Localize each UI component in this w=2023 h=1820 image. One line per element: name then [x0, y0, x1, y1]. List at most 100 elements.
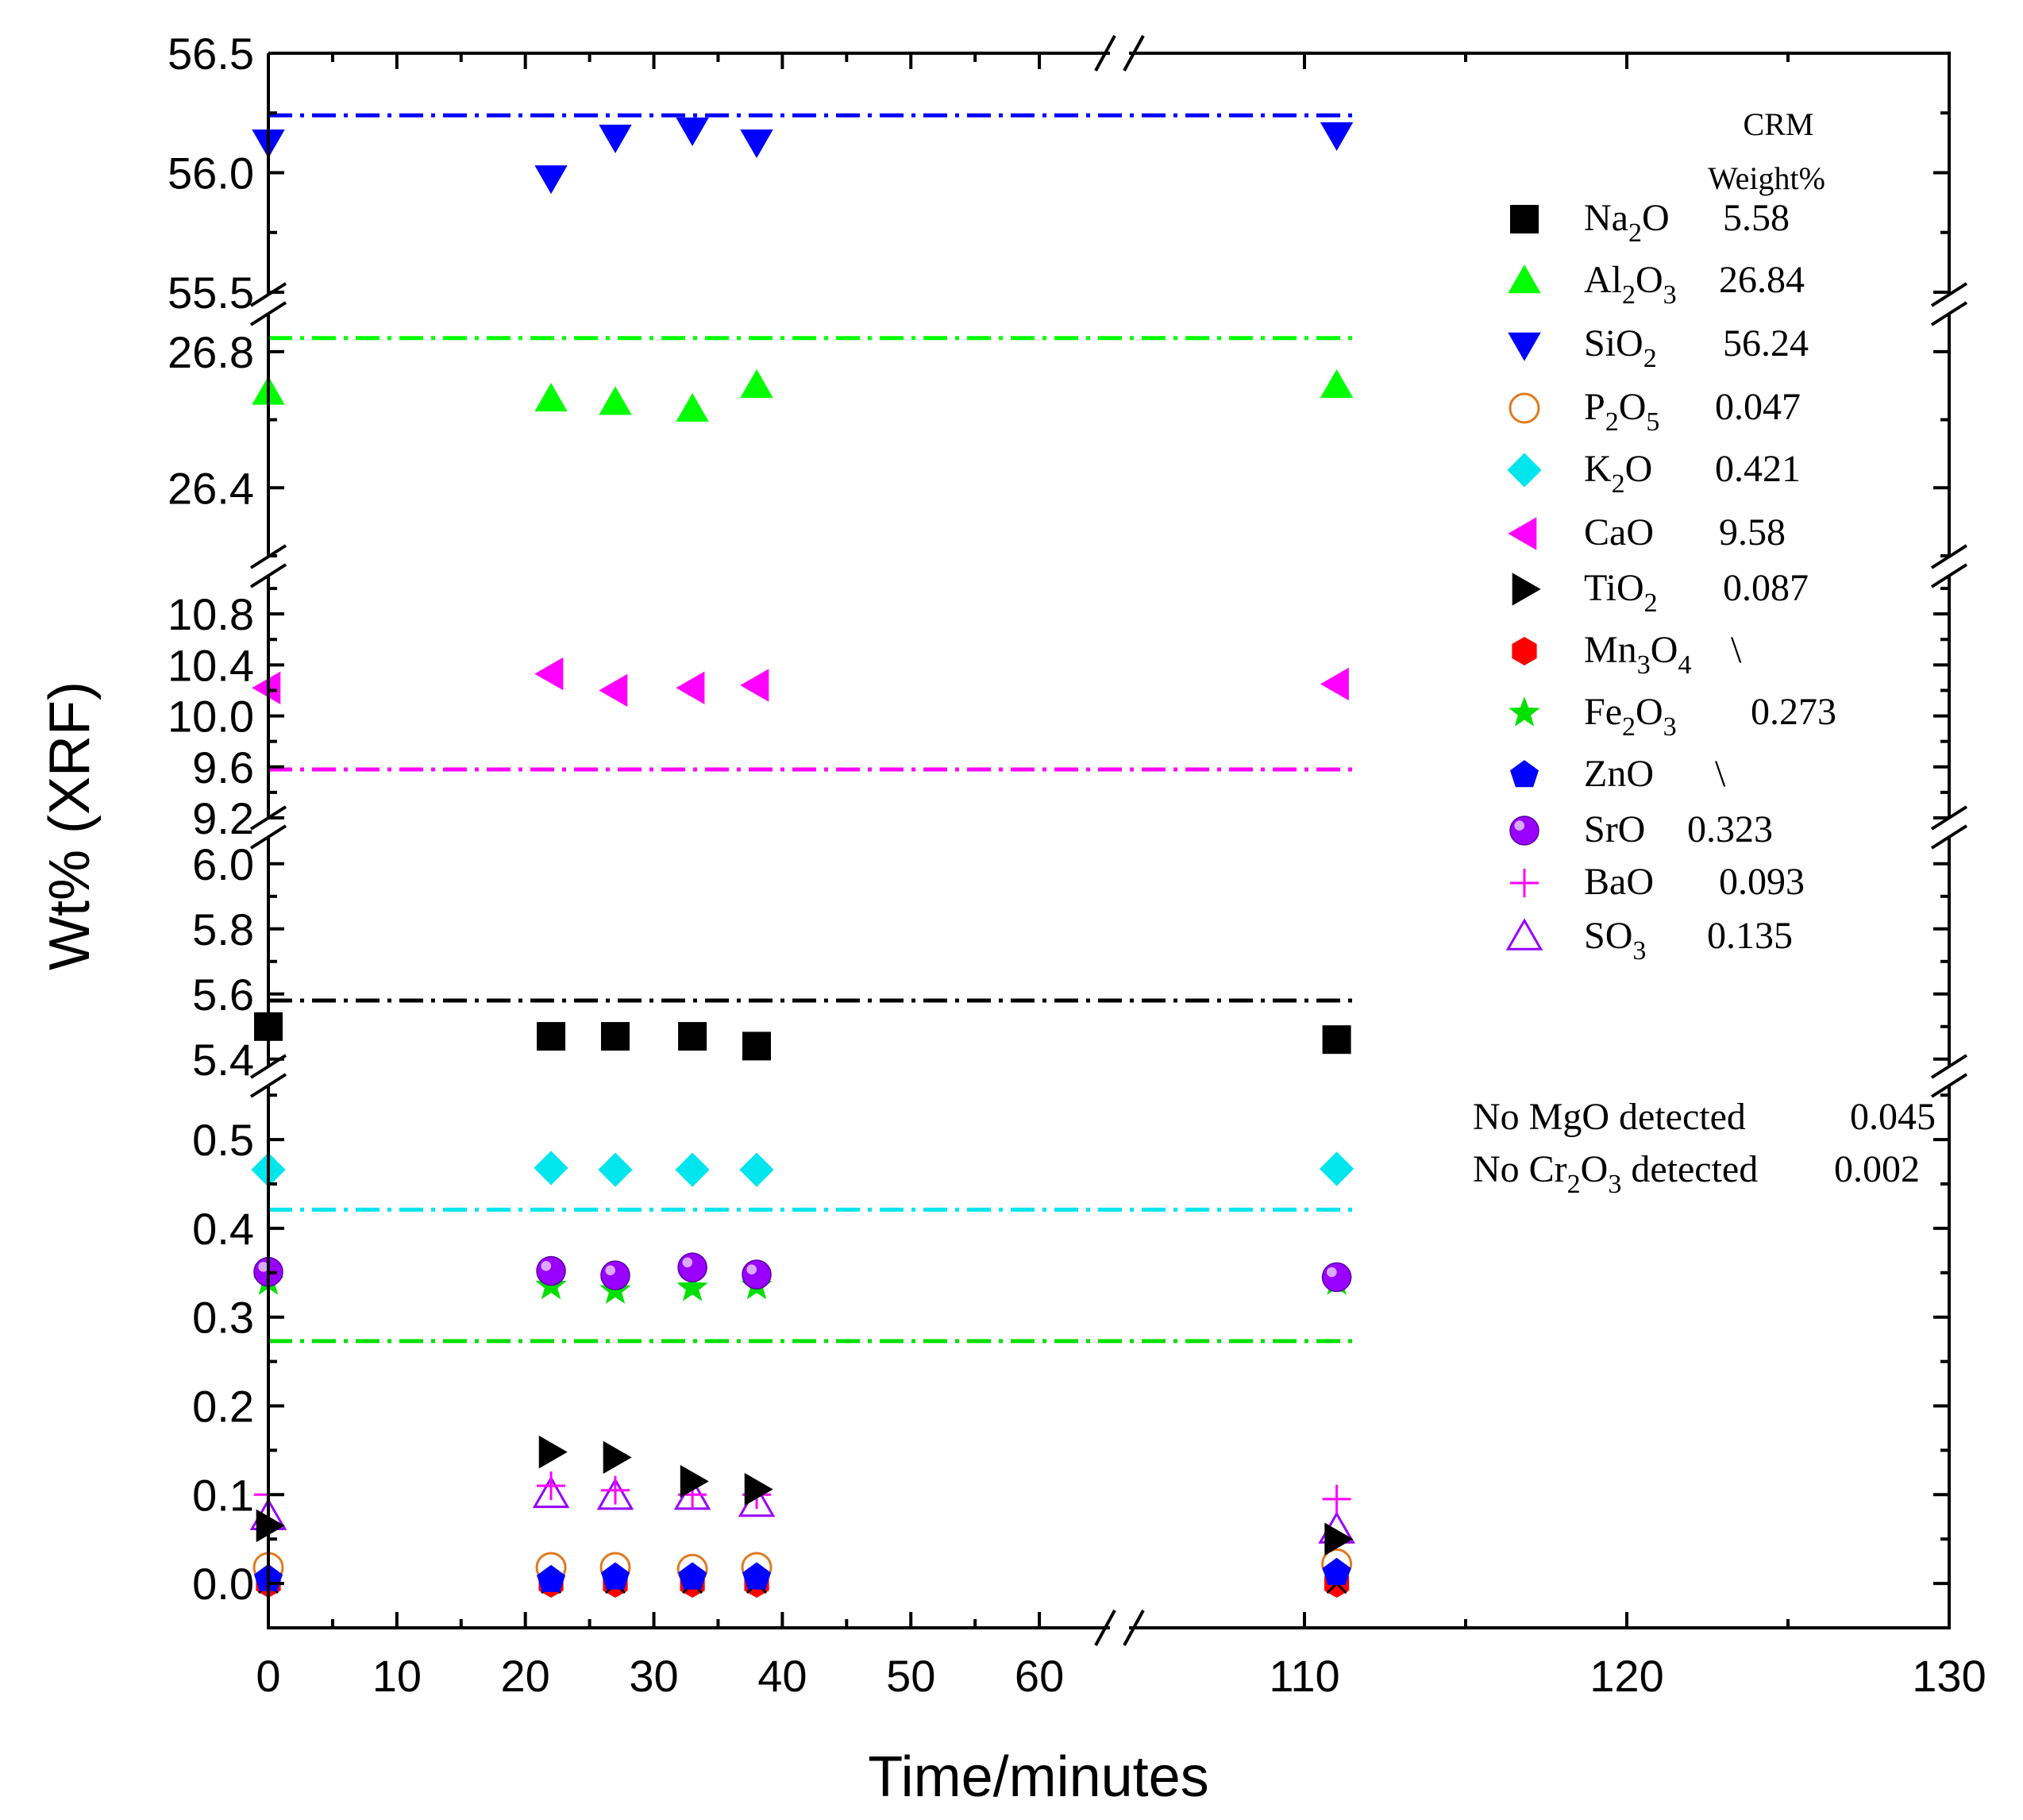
data-point-al2o3	[599, 386, 632, 415]
marker-shape	[678, 1562, 707, 1590]
legend-header: CRM	[1744, 106, 1814, 142]
legend-label: Al2​O3​	[1584, 259, 1677, 310]
legend-marker-sro	[1509, 816, 1539, 846]
data-point-bao	[1322, 1484, 1351, 1513]
marker-shape	[1505, 918, 1543, 950]
x-axis: 0 10 20 30 40 50 60 110 120 130	[256, 53, 1986, 1701]
legend-value: 0.047	[1715, 386, 1801, 428]
y-tick-label: 55.5	[168, 268, 254, 318]
legend-value: 56.24	[1723, 322, 1809, 364]
data-point-na2o	[678, 1022, 707, 1051]
marker-shape	[1320, 1151, 1354, 1186]
annotation-mgo-value: 0.045	[1850, 1096, 1936, 1138]
legend-label: TiO2​	[1584, 567, 1658, 618]
marker-shape	[742, 1031, 772, 1061]
legend-subscript: 3	[1608, 1170, 1621, 1199]
axis-break-mark	[1930, 301, 1968, 326]
marker-shape	[1512, 637, 1537, 665]
marker-shape	[1509, 816, 1539, 846]
marker-shape	[537, 1564, 566, 1592]
data-point-k2o	[675, 1152, 710, 1187]
data-point-na2o	[600, 1022, 630, 1051]
y-tick-label: 10.8	[168, 589, 254, 639]
axis-break-gap	[1936, 295, 1962, 314]
data-point-na2o	[742, 1031, 772, 1061]
y-axis: 55.556.056.526.426.89.29.610.010.410.85.…	[168, 29, 1949, 1629]
legend-text-part: O	[1651, 629, 1678, 671]
data-point-k2o	[739, 1152, 774, 1187]
y-tick-label: 56.5	[168, 29, 254, 79]
legend-marker-zno	[1510, 760, 1539, 788]
legend-label: ZnO	[1584, 753, 1654, 795]
marker-shape	[534, 165, 568, 195]
data-point-cao	[676, 671, 705, 704]
axis-break-mark	[249, 1073, 287, 1098]
marker-shape	[534, 657, 564, 691]
axis-break-mark	[1094, 35, 1116, 71]
legend-subscript: 2	[1612, 469, 1625, 499]
axis-break-mark	[1930, 824, 1968, 850]
data-point-zno	[537, 1564, 566, 1592]
marker-shape	[1510, 205, 1539, 233]
y-tick-label: 0.1	[192, 1470, 254, 1520]
legend-text-part: Na	[1584, 197, 1628, 239]
marker-shape	[1320, 667, 1349, 701]
legend-text-part: P	[1584, 386, 1605, 428]
legend-text-part: O	[1619, 386, 1647, 428]
marker-shape	[603, 1440, 632, 1475]
marker-shape	[740, 369, 773, 399]
data-point-al2o3	[676, 393, 709, 422]
legend-subscript: 4	[1678, 650, 1691, 680]
legend-value: 0.421	[1715, 448, 1801, 490]
legend-value: 9.58	[1719, 511, 1786, 553]
axis-break-mark	[249, 824, 287, 850]
marker-shape	[1322, 1025, 1351, 1055]
x-tick-label: 110	[1269, 1651, 1339, 1701]
legend-label: K2​O	[1584, 448, 1652, 499]
marker-shape	[599, 386, 632, 415]
legend-label: P2​O5​	[1584, 386, 1659, 437]
legend-subscript: 2	[1567, 1170, 1581, 1199]
data-point-sro	[742, 1259, 772, 1290]
marker-highlight	[605, 1265, 615, 1276]
marker-shape	[742, 1562, 772, 1590]
legend-subscript: 5	[1646, 407, 1659, 437]
data-point-bao	[537, 1471, 566, 1501]
marker-shape	[599, 673, 628, 708]
marker-shape	[252, 671, 281, 704]
marker-highlight	[258, 1262, 268, 1272]
marker-shape	[1512, 573, 1541, 606]
legend-text-part: SrO	[1584, 808, 1645, 850]
legend-text-part: No Cr	[1473, 1148, 1567, 1190]
x-tick-label: 10	[372, 1651, 422, 1701]
data-point-al2o3	[1320, 369, 1354, 399]
marker-shape	[675, 1152, 710, 1187]
legend-value: 0.323	[1687, 808, 1773, 850]
data-point-cao	[740, 669, 769, 702]
axis-break-mark	[1930, 1073, 1968, 1098]
legend-subscript: 2	[1622, 280, 1636, 310]
marker-shape	[599, 125, 632, 154]
y-tick-label: 26.8	[168, 327, 254, 377]
legend-value: \	[1731, 629, 1742, 671]
marker-shape	[1509, 696, 1540, 727]
marker-shape	[538, 1435, 568, 1469]
legend-marker-fe2o3	[1509, 696, 1540, 727]
legend-value: 0.093	[1719, 861, 1805, 903]
y-tick-label: 26.4	[168, 463, 254, 513]
y-tick-label: 5.8	[192, 904, 254, 954]
marker-highlight	[746, 1264, 757, 1275]
marker-shape	[678, 1022, 707, 1051]
legend-value: 0.135	[1707, 915, 1793, 957]
data-point-sro	[677, 1252, 707, 1282]
legend-label: CaO	[1584, 511, 1654, 553]
legend-marker-sio2	[1508, 332, 1541, 361]
marker-shape	[1509, 392, 1540, 424]
legend-subscript: 2	[1628, 218, 1642, 248]
axis-break-mark	[1123, 1610, 1145, 1646]
axis-break-mark	[1930, 563, 1968, 588]
data-point-tio2	[256, 1509, 285, 1543]
marker-shape	[677, 1252, 707, 1282]
legend-text-part: O	[1625, 448, 1653, 490]
